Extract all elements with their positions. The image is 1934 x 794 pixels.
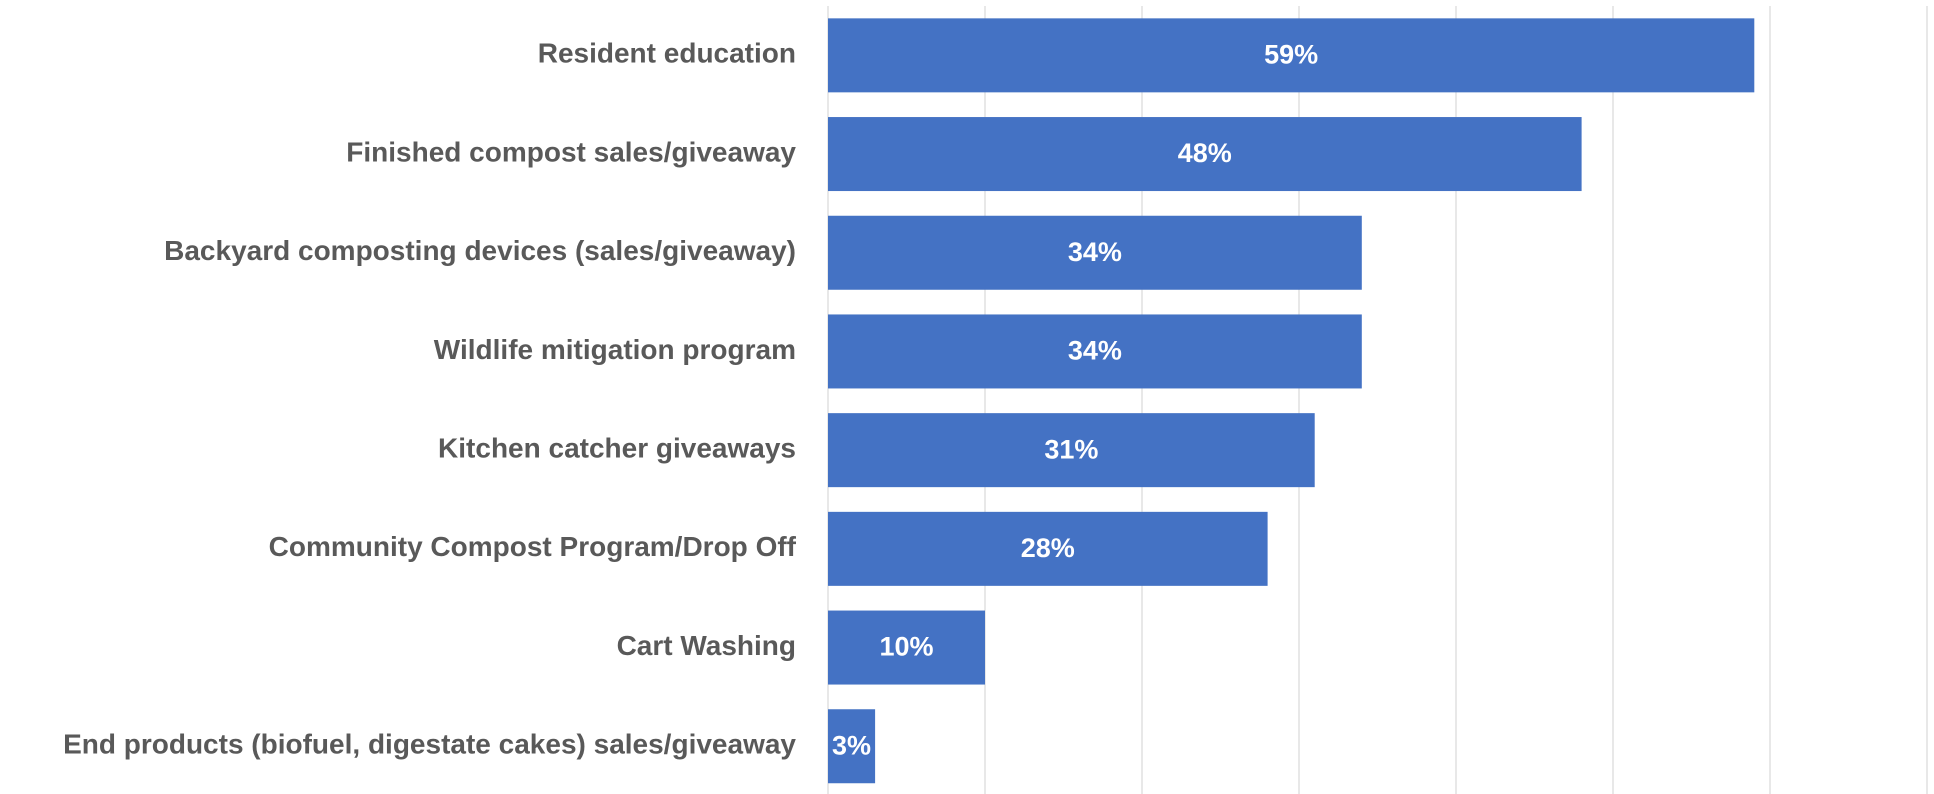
y-tick-label: Community Compost Program/Drop Off [269, 531, 797, 562]
y-tick-label: Kitchen catcher giveaways [438, 433, 796, 464]
bar [828, 117, 1582, 192]
y-tick-label: Cart Washing [617, 630, 796, 661]
bar [828, 610, 985, 685]
y-tick-label: Wildlife mitigation program [434, 334, 796, 365]
data-label: 28% [1021, 533, 1075, 563]
bar [828, 215, 1362, 290]
data-label: 10% [879, 632, 933, 662]
data-label: 34% [1068, 336, 1122, 366]
bar [828, 511, 1268, 586]
y-tick-label: End products (biofuel, digestate cakes) … [63, 729, 796, 760]
bar [828, 413, 1315, 488]
bar [828, 314, 1362, 389]
data-label: 31% [1044, 434, 1098, 464]
bar [828, 709, 876, 784]
y-tick-label: Backyard composting devices (sales/givea… [164, 235, 796, 266]
data-label: 34% [1068, 237, 1122, 267]
y-tick-label: Finished compost sales/giveaway [346, 136, 796, 167]
data-label: 59% [1264, 39, 1318, 69]
data-label: 48% [1178, 138, 1232, 168]
data-label: 3% [832, 730, 871, 760]
bar [828, 18, 1755, 93]
y-tick-label: Resident education [538, 38, 796, 69]
